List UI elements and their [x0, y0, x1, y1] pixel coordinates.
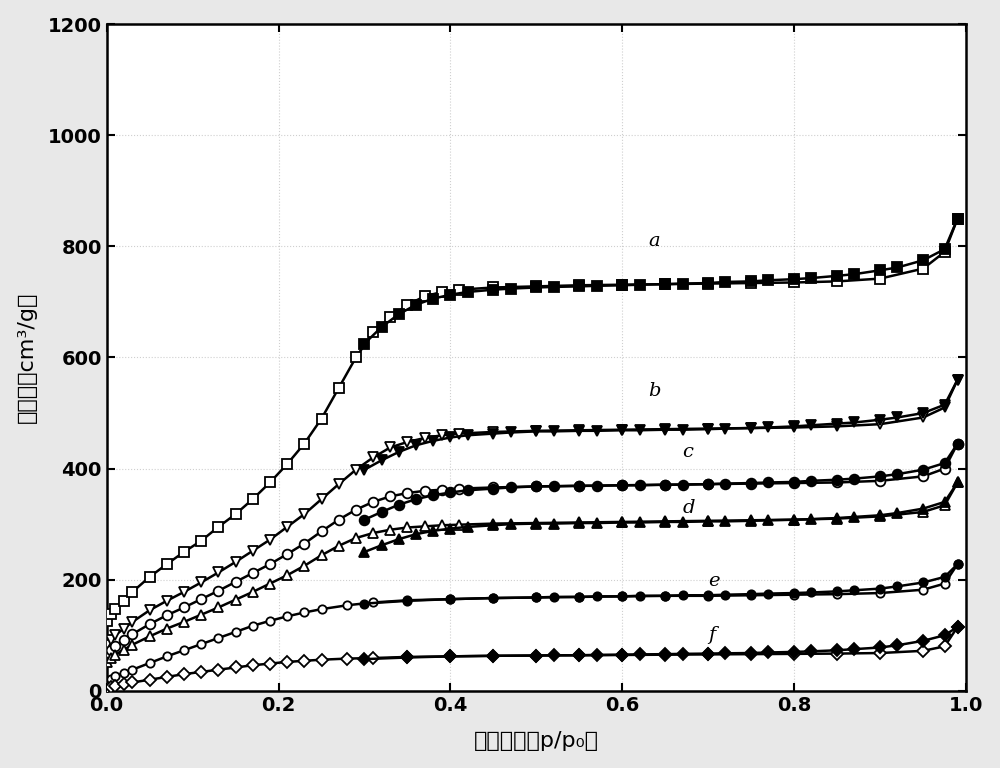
Y-axis label: 吸附量（cm³/g）: 吸附量（cm³/g） [17, 292, 37, 423]
Text: b: b [648, 382, 661, 400]
Text: a: a [648, 233, 660, 250]
Text: d: d [683, 499, 695, 517]
Text: e: e [708, 572, 720, 591]
Text: c: c [683, 443, 693, 462]
Text: f: f [708, 626, 716, 644]
X-axis label: 相对压力（p/p₀）: 相对压力（p/p₀） [474, 731, 599, 751]
